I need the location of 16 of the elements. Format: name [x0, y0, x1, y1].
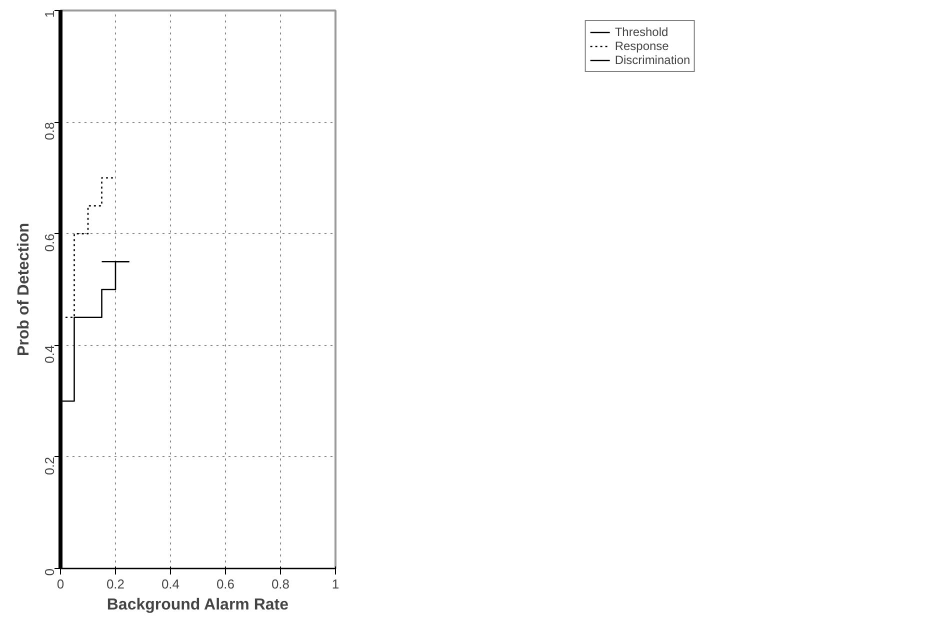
x-tick-label: 0.6 — [216, 576, 235, 592]
legend-label: Discrimination — [614, 53, 690, 67]
x-tick-label: 0.2 — [106, 576, 125, 592]
y-tick-label: 0 — [42, 568, 57, 576]
x-tick-label: 0.4 — [161, 576, 180, 592]
y-tick-label: 0.8 — [42, 122, 57, 140]
x-tick-label: 1 — [332, 576, 340, 592]
legend-label: Threshold — [614, 25, 668, 39]
y-tick-label: 0.6 — [42, 234, 57, 252]
y-tick-label: 0.2 — [42, 456, 57, 475]
x-axis-title: Background Alarm Rate — [106, 596, 289, 614]
y-axis-title: Prob of Detection — [16, 222, 32, 356]
y-tick-label: 0.4 — [42, 345, 57, 364]
y-tick-label: 1 — [42, 10, 57, 18]
legend-label: Response — [614, 39, 669, 53]
x-tick-label: 0.8 — [271, 576, 290, 592]
